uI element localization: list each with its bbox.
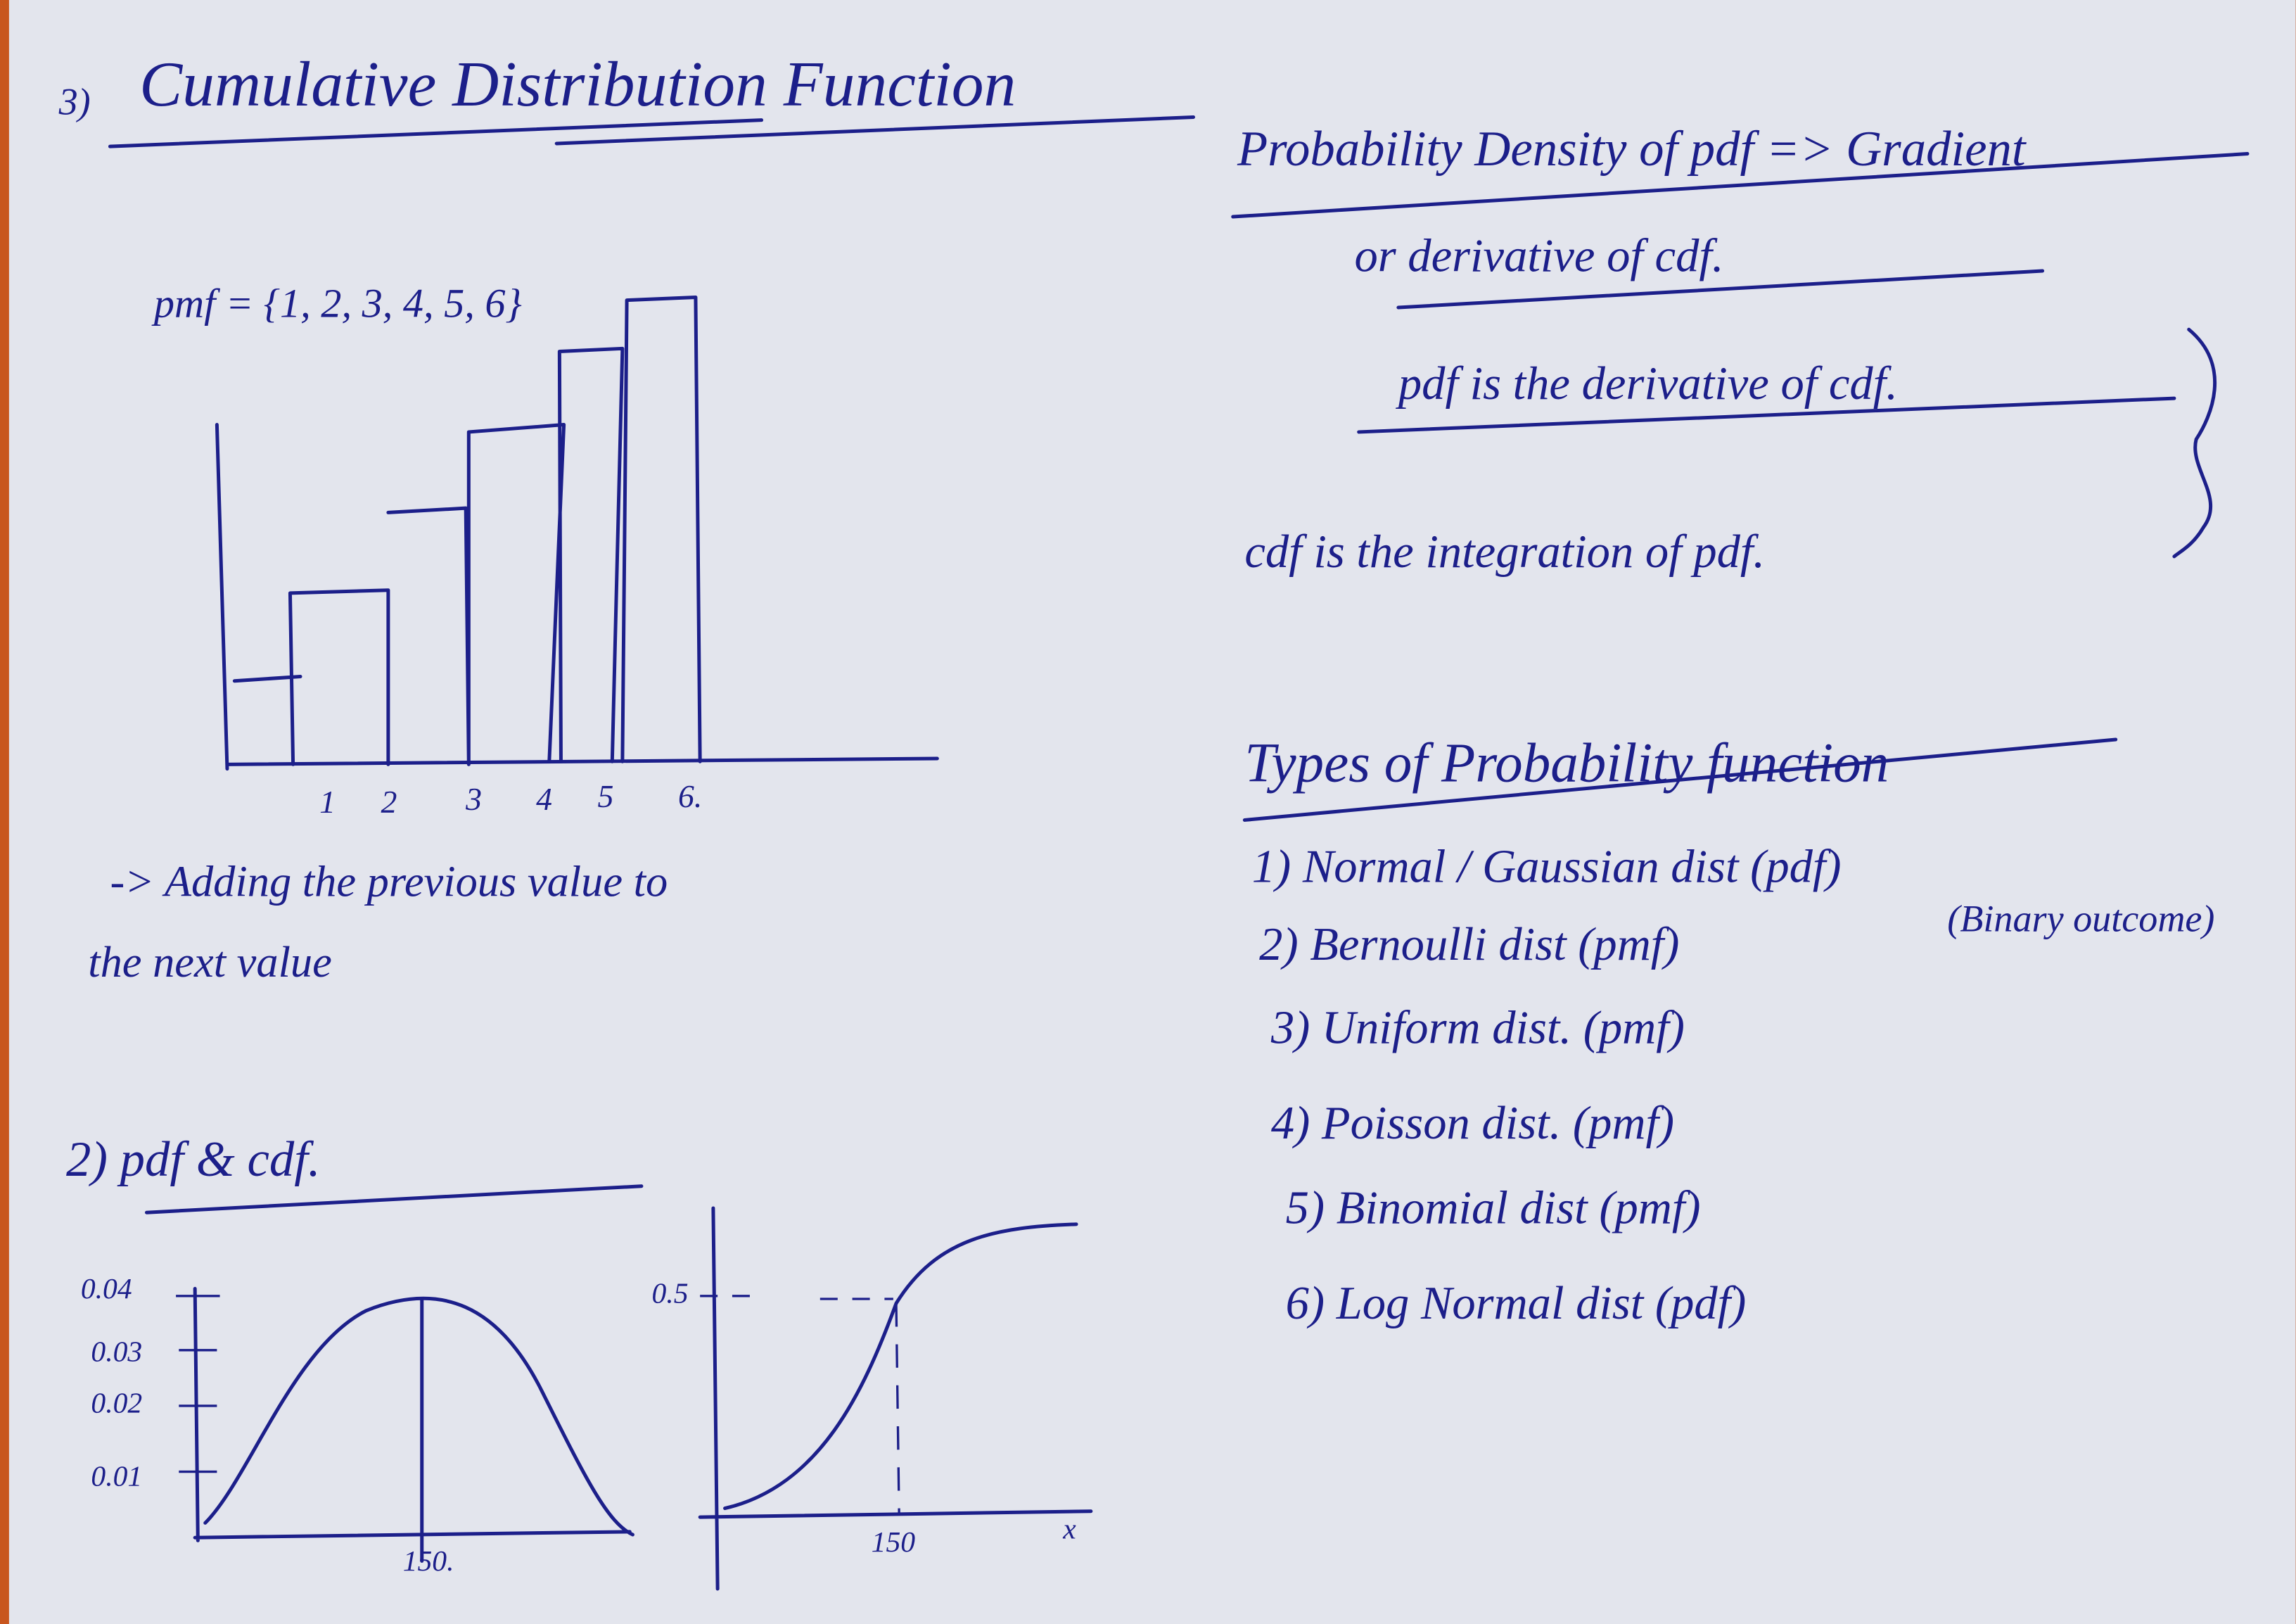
note-line: the next value bbox=[88, 937, 332, 987]
list-item: 6) Log Normal dist (pdf) bbox=[1286, 1278, 1747, 1329]
cdf-sketch bbox=[698, 1206, 1093, 1591]
x-label: 2 bbox=[381, 784, 397, 820]
x-label: 4 bbox=[536, 781, 552, 817]
list-item: 4) Poisson dist. (pmf) bbox=[1271, 1098, 1674, 1149]
list-note: (Binary outcome) bbox=[1947, 898, 2214, 940]
underline bbox=[1242, 737, 2118, 822]
note-line: -> Adding the previous value to bbox=[110, 856, 668, 906]
note-line: Probability Density of pdf => Gradient bbox=[1237, 122, 2027, 177]
y-label: 0.01 bbox=[91, 1461, 142, 1493]
pdf-sketch bbox=[176, 1286, 634, 1563]
x-label: 3 bbox=[465, 781, 482, 817]
pdf-cdf-heading: 2) pdf & cdf. bbox=[66, 1132, 321, 1187]
axis-label: x bbox=[1062, 1513, 1076, 1545]
step-sketch bbox=[215, 295, 939, 771]
y-label: 0.02 bbox=[91, 1387, 142, 1419]
underline bbox=[1396, 269, 2045, 310]
y-label: 0.03 bbox=[91, 1336, 142, 1369]
x-label: 6. bbox=[678, 778, 702, 814]
paper bbox=[8, 0, 2296, 1624]
page-title: Cumulative Distribution Function bbox=[139, 48, 1016, 120]
x-label: 150 bbox=[872, 1526, 916, 1559]
y-label: 0.5 bbox=[651, 1277, 688, 1309]
heading-underline bbox=[144, 1184, 644, 1214]
x-label: 150. bbox=[403, 1545, 454, 1578]
types-heading: Types of Probability function bbox=[1244, 733, 1889, 794]
note-line: pdf is the derivative of cdf. bbox=[1396, 358, 1898, 410]
brace bbox=[2172, 327, 2217, 559]
y-label: 0.04 bbox=[81, 1273, 132, 1305]
x-label: 1 bbox=[319, 784, 336, 820]
list-item: 1) Normal / Gaussian dist (pdf) bbox=[1252, 842, 1842, 893]
list-item: 5) Binomial dist (pmf) bbox=[1286, 1182, 1701, 1233]
underline bbox=[1231, 152, 2250, 219]
underline bbox=[1357, 396, 2176, 434]
list-item: 2) Bernoulli dist (pmf) bbox=[1259, 919, 1679, 970]
list-item: 3) Uniform dist. (pmf) bbox=[1270, 1002, 1685, 1053]
title-underline bbox=[108, 115, 1196, 148]
note-line: or derivative of cdf. bbox=[1354, 231, 1723, 282]
x-label: 5 bbox=[597, 778, 613, 814]
note-line: cdf is the integration of pdf. bbox=[1244, 526, 1765, 578]
section-number: 3) bbox=[58, 80, 91, 122]
pmf-label: pmf = {1, 2, 3, 4, 5, 6} bbox=[151, 280, 522, 326]
